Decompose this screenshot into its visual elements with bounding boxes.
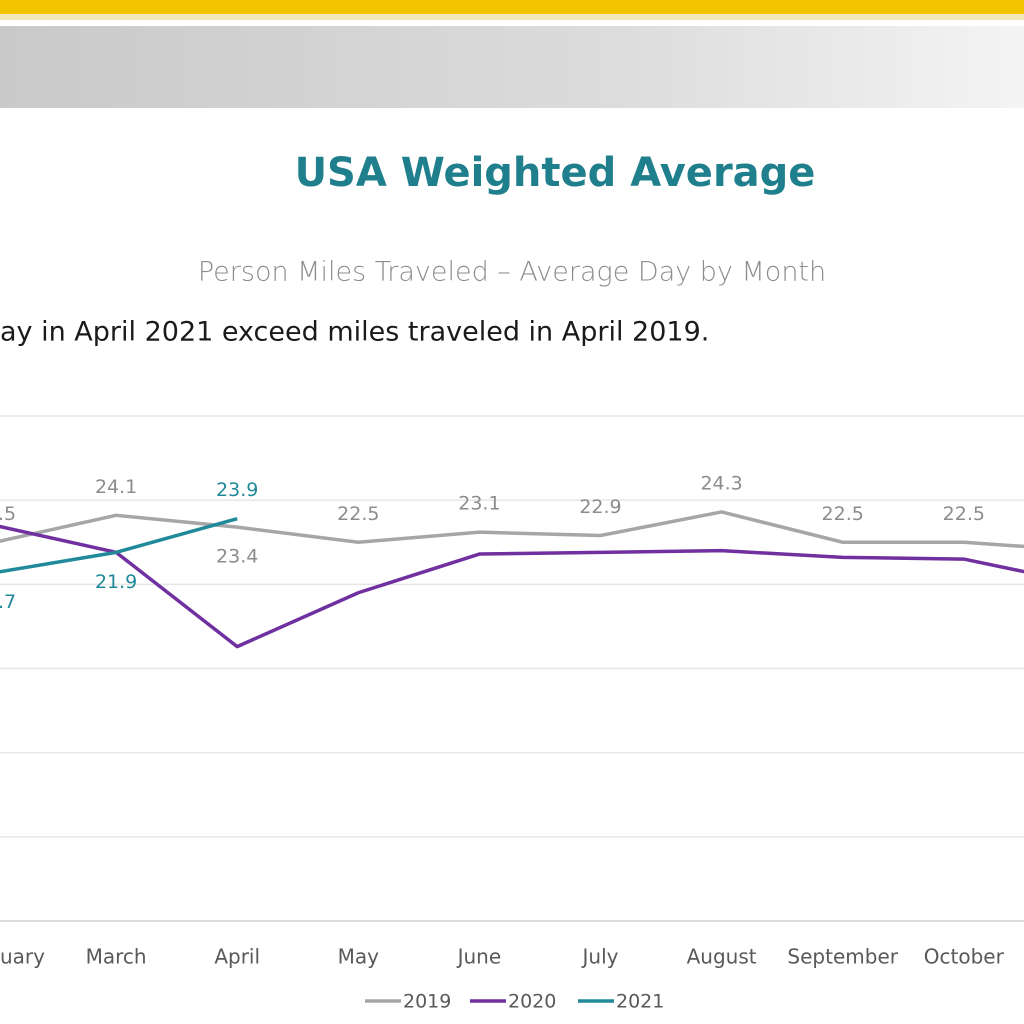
x-tick-label: May xyxy=(338,945,380,969)
legend-label: 2021 xyxy=(616,991,664,1013)
header-band xyxy=(0,26,1024,108)
data-label: 23.4 xyxy=(216,546,258,568)
top-bar xyxy=(0,0,1024,14)
x-tick-label: March xyxy=(86,945,147,969)
chart-subtitle: Person Miles Traveled – Average Day by M… xyxy=(198,257,826,288)
data-label: 20.7 xyxy=(0,591,16,613)
x-tick-label: April xyxy=(214,945,260,969)
x-tick-label: August xyxy=(687,945,757,969)
legend-label: 2019 xyxy=(403,991,451,1013)
x-tick-label: uary xyxy=(0,945,45,969)
data-label: 24.1 xyxy=(95,476,137,498)
data-label: 22.5 xyxy=(822,503,864,525)
x-tick-label: September xyxy=(787,945,898,969)
chart-title: USA Weighted Average xyxy=(295,150,816,196)
data-label: 22.5 xyxy=(0,503,16,525)
legend-label: 2020 xyxy=(508,991,556,1013)
series-line xyxy=(0,510,1024,549)
x-tick-label: June xyxy=(456,945,502,969)
data-label: 22.5 xyxy=(943,503,985,525)
data-label: 23.9 xyxy=(216,479,258,501)
top-bar-shadow xyxy=(0,14,1024,20)
data-label: 24.3 xyxy=(700,472,742,494)
x-tick-label: July xyxy=(581,945,619,969)
series-line xyxy=(0,516,238,574)
data-label: 23.1 xyxy=(458,493,500,515)
annotation: ay in April 2021 exceed miles traveled i… xyxy=(0,317,709,348)
data-label: 22.5 xyxy=(337,503,379,525)
data-label: 22.9 xyxy=(579,496,621,518)
x-tick-label: October xyxy=(924,945,1005,969)
data-label: 21.9 xyxy=(95,571,137,593)
series-line xyxy=(0,524,1024,649)
